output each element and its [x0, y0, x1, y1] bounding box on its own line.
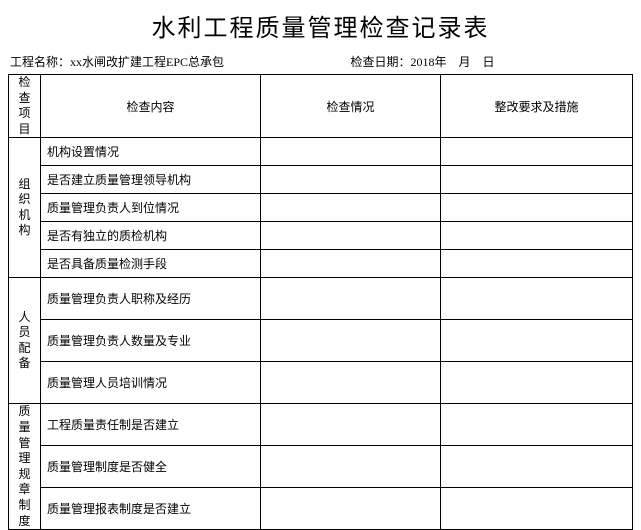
- section-1-name: 人员配备: [9, 278, 41, 404]
- status-cell: [261, 166, 441, 194]
- action-cell: [441, 194, 633, 222]
- header-status: 检查情况: [261, 75, 441, 138]
- header-action: 整改要求及措施: [441, 75, 633, 138]
- item-cell: 机构设置情况: [41, 138, 261, 166]
- date-meta: 检查日期：2018年 月 日: [291, 53, 632, 70]
- status-cell: [261, 278, 441, 320]
- table-row: 质量管理规章制度 工程质量责任制是否建立: [9, 404, 633, 446]
- status-cell: [261, 138, 441, 166]
- project-label: 工程名称：: [10, 55, 70, 69]
- item-cell: 质量管理报表制度是否建立: [41, 488, 261, 530]
- status-cell: [261, 446, 441, 488]
- status-cell: [261, 194, 441, 222]
- item-cell: 是否建立质量管理领导机构: [41, 166, 261, 194]
- action-cell: [441, 446, 633, 488]
- meta-row: 工程名称：xx水闸改扩建工程EPC总承包 检查日期：2018年 月 日: [8, 53, 633, 70]
- item-cell: 质量管理制度是否健全: [41, 446, 261, 488]
- item-cell: 工程质量责任制是否建立: [41, 404, 261, 446]
- project-value: xx水闸改扩建工程EPC总承包: [70, 55, 224, 69]
- action-cell: [441, 222, 633, 250]
- status-cell: [261, 250, 441, 278]
- action-cell: [441, 278, 633, 320]
- inspection-table: 检查项目 检查内容 检查情况 整改要求及措施 组织机构 机构设置情况 是否建立质…: [8, 74, 633, 530]
- action-cell: [441, 404, 633, 446]
- project-meta: 工程名称：xx水闸改扩建工程EPC总承包: [10, 53, 291, 70]
- table-row: 是否具备质量检测手段: [9, 250, 633, 278]
- status-cell: [261, 362, 441, 404]
- table-row: 是否有独立的质检机构: [9, 222, 633, 250]
- table-row: 组织机构 机构设置情况: [9, 138, 633, 166]
- action-cell: [441, 166, 633, 194]
- action-cell: [441, 320, 633, 362]
- header-content: 检查内容: [41, 75, 261, 138]
- date-label: 检查日期：: [351, 55, 411, 69]
- action-cell: [441, 362, 633, 404]
- date-value: 2018年 月 日: [411, 55, 495, 69]
- item-cell: 质量管理负责人数量及专业: [41, 320, 261, 362]
- status-cell: [261, 222, 441, 250]
- table-row: 质量管理人员培训情况: [9, 362, 633, 404]
- section-2-name: 质量管理规章制度: [9, 404, 41, 530]
- status-cell: [261, 488, 441, 530]
- item-cell: 质量管理负责人到位情况: [41, 194, 261, 222]
- table-row: 质量管理制度是否健全: [9, 446, 633, 488]
- table-row: 质量管理负责人数量及专业: [9, 320, 633, 362]
- item-cell: 质量管理人员培训情况: [41, 362, 261, 404]
- table-row: 质量管理报表制度是否建立: [9, 488, 633, 530]
- item-cell: 是否具备质量检测手段: [41, 250, 261, 278]
- table-row: 人员配备 质量管理负责人职称及经历: [9, 278, 633, 320]
- item-cell: 质量管理负责人职称及经历: [41, 278, 261, 320]
- section-0-name: 组织机构: [9, 138, 41, 278]
- item-cell: 是否有独立的质检机构: [41, 222, 261, 250]
- action-cell: [441, 250, 633, 278]
- header-category: 检查项目: [9, 75, 41, 138]
- status-cell: [261, 404, 441, 446]
- page-title: 水利工程质量管理检查记录表: [8, 8, 633, 43]
- action-cell: [441, 488, 633, 530]
- table-row: 是否建立质量管理领导机构: [9, 166, 633, 194]
- table-row: 质量管理负责人到位情况: [9, 194, 633, 222]
- status-cell: [261, 320, 441, 362]
- action-cell: [441, 138, 633, 166]
- table-header-row: 检查项目 检查内容 检查情况 整改要求及措施: [9, 75, 633, 138]
